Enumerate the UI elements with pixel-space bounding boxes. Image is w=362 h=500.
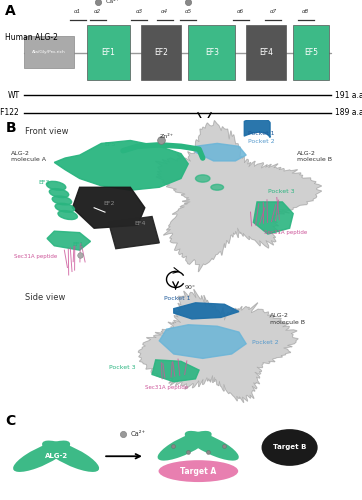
Text: ALG-2: ALG-2 — [45, 453, 68, 459]
Text: Pocket 2: Pocket 2 — [252, 340, 278, 345]
Text: EF4: EF4 — [134, 222, 146, 226]
Ellipse shape — [13, 440, 70, 472]
Text: α2: α2 — [94, 9, 101, 14]
Text: EF2: EF2 — [103, 201, 115, 206]
Text: A: A — [5, 4, 16, 18]
Text: α3: α3 — [136, 9, 143, 14]
Ellipse shape — [157, 431, 212, 460]
Bar — [293, 24, 329, 80]
Bar — [188, 24, 235, 80]
Text: Target A: Target A — [180, 466, 216, 475]
Text: α6: α6 — [237, 9, 244, 14]
Text: ΔGF122: ΔGF122 — [0, 108, 20, 118]
Text: WT: WT — [8, 90, 20, 100]
Text: α8: α8 — [302, 9, 310, 14]
Text: Sec31A peptide: Sec31A peptide — [264, 230, 307, 235]
Ellipse shape — [49, 188, 69, 198]
Polygon shape — [195, 144, 246, 161]
Text: EF1: EF1 — [102, 48, 115, 57]
Text: 191 a.a.: 191 a.a. — [335, 90, 362, 100]
Text: ALG-2
molecule B: ALG-2 molecule B — [297, 151, 332, 162]
Text: EF4: EF4 — [259, 48, 273, 57]
Text: 90°: 90° — [185, 285, 195, 290]
Text: B: B — [5, 122, 16, 136]
Text: Pocket 3: Pocket 3 — [268, 189, 295, 194]
Ellipse shape — [185, 431, 239, 460]
Text: ALG-2
molecule B: ALG-2 molecule B — [270, 314, 305, 324]
Text: α5: α5 — [185, 9, 192, 14]
Ellipse shape — [211, 184, 223, 190]
Ellipse shape — [55, 204, 75, 212]
Bar — [141, 24, 181, 80]
Text: ALG-2
molecule A: ALG-2 molecule A — [11, 151, 46, 162]
Text: EF3: EF3 — [38, 180, 50, 186]
Text: Zn²⁺: Zn²⁺ — [159, 134, 173, 138]
Text: α7: α7 — [270, 9, 277, 14]
Ellipse shape — [261, 429, 318, 466]
Text: EF1: EF1 — [72, 242, 84, 247]
Text: 189 a.a.: 189 a.a. — [335, 108, 362, 118]
Ellipse shape — [159, 460, 238, 482]
Polygon shape — [174, 303, 239, 319]
Text: Ca²⁺: Ca²⁺ — [106, 0, 120, 4]
Polygon shape — [109, 216, 159, 248]
Text: α1: α1 — [74, 9, 81, 14]
Text: Target B: Target B — [273, 444, 306, 450]
Bar — [87, 24, 130, 80]
Text: C: C — [5, 414, 16, 428]
Ellipse shape — [42, 440, 99, 472]
Text: Human ALG-2: Human ALG-2 — [5, 33, 58, 42]
Ellipse shape — [195, 175, 210, 182]
Text: EF2: EF2 — [154, 48, 168, 57]
Polygon shape — [54, 140, 188, 190]
Text: Front view: Front view — [25, 128, 69, 136]
Ellipse shape — [46, 182, 66, 190]
Text: Sec31A peptide: Sec31A peptide — [14, 254, 58, 258]
Ellipse shape — [58, 210, 77, 220]
Text: Side view: Side view — [25, 293, 66, 302]
Text: Sec31A peptide: Sec31A peptide — [145, 385, 188, 390]
Bar — [246, 24, 286, 80]
Polygon shape — [72, 188, 145, 228]
Polygon shape — [152, 360, 199, 382]
Polygon shape — [159, 325, 246, 358]
Text: Pocket 1: Pocket 1 — [248, 130, 274, 136]
Text: EF5: EF5 — [105, 142, 116, 148]
Polygon shape — [253, 202, 293, 234]
Text: EF5: EF5 — [304, 48, 318, 57]
Polygon shape — [138, 290, 298, 403]
Text: EF3: EF3 — [205, 48, 219, 57]
Text: α4: α4 — [161, 9, 168, 14]
Ellipse shape — [52, 196, 72, 205]
Polygon shape — [155, 120, 321, 272]
Text: Pocket 1: Pocket 1 — [164, 296, 191, 301]
Text: Pocket 2: Pocket 2 — [248, 140, 275, 144]
Bar — [24, 36, 74, 68]
Text: Pocket 3: Pocket 3 — [109, 364, 135, 370]
Polygon shape — [47, 231, 90, 250]
Text: Ca²⁺: Ca²⁺ — [130, 430, 146, 436]
Text: Ala/Gly/Pro-rich: Ala/Gly/Pro-rich — [32, 50, 66, 54]
